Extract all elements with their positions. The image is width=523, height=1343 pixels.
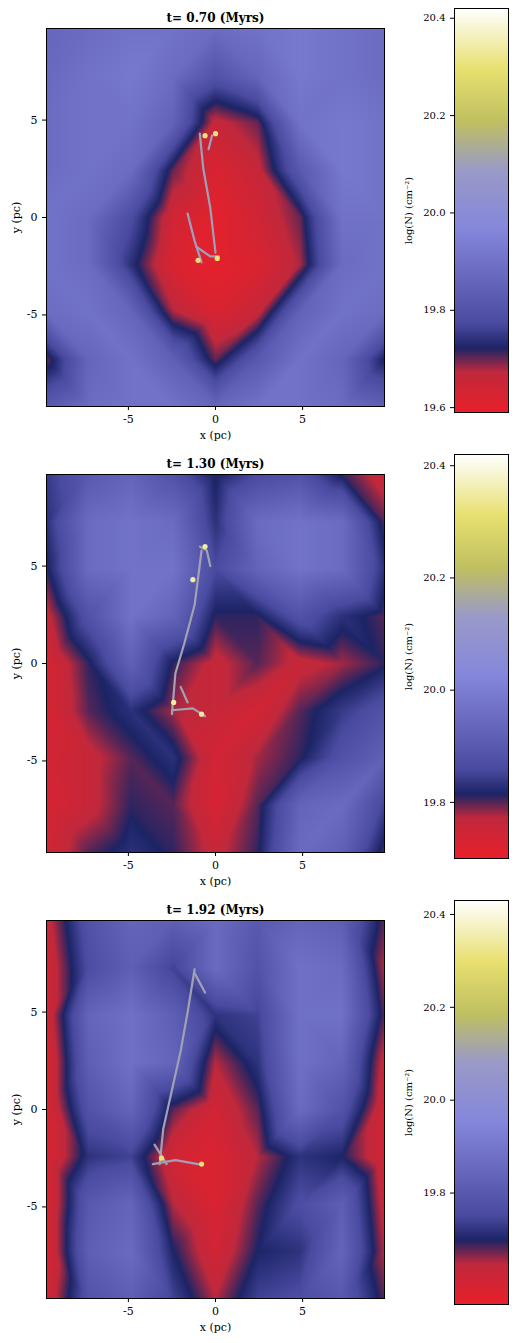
svg-text:5: 5 <box>31 114 38 127</box>
svg-text:20.2: 20.2 <box>423 1002 445 1013</box>
svg-text:x (pc): x (pc) <box>200 875 232 888</box>
svg-text:20.4: 20.4 <box>423 12 445 23</box>
svg-text:0: 0 <box>212 859 219 872</box>
svg-text:20.4: 20.4 <box>423 909 445 920</box>
svg-text:-5: -5 <box>123 413 134 426</box>
svg-text:y (pc): y (pc) <box>10 202 23 235</box>
svg-text:19.6: 19.6 <box>423 402 445 413</box>
svg-text:0: 0 <box>31 1103 38 1116</box>
svg-text:t= 0.70 (Myrs): t= 0.70 (Myrs) <box>167 11 265 25</box>
svg-text:x (pc): x (pc) <box>200 429 232 442</box>
svg-text:0: 0 <box>212 413 219 426</box>
svg-text:20.2: 20.2 <box>423 110 445 121</box>
svg-text:5: 5 <box>299 413 306 426</box>
svg-text:log(N) (cm⁻²): log(N) (cm⁻²) <box>403 177 414 245</box>
svg-text:5: 5 <box>299 859 306 872</box>
svg-text:5: 5 <box>299 1305 306 1318</box>
svg-text:-5: -5 <box>27 754 38 767</box>
svg-text:5: 5 <box>31 1006 38 1019</box>
svg-text:0: 0 <box>212 1305 219 1318</box>
svg-text:19.8: 19.8 <box>423 797 445 808</box>
svg-text:20.2: 20.2 <box>423 572 445 583</box>
svg-text:19.8: 19.8 <box>423 304 445 315</box>
svg-text:y (pc): y (pc) <box>10 1094 23 1127</box>
svg-text:20.0: 20.0 <box>423 684 445 695</box>
svg-text:log(N) (cm⁻²): log(N) (cm⁻²) <box>403 623 414 691</box>
svg-text:-5: -5 <box>27 308 38 321</box>
svg-text:20.0: 20.0 <box>423 207 445 218</box>
svg-text:20.4: 20.4 <box>423 460 445 471</box>
svg-text:x (pc): x (pc) <box>200 1321 232 1334</box>
svg-text:-5: -5 <box>123 1305 134 1318</box>
svg-text:t= 1.30 (Myrs): t= 1.30 (Myrs) <box>167 457 265 471</box>
svg-text:20.0: 20.0 <box>423 1094 445 1105</box>
svg-text:5: 5 <box>31 560 38 573</box>
svg-text:-5: -5 <box>123 859 134 872</box>
svg-text:y (pc): y (pc) <box>10 648 23 681</box>
svg-text:0: 0 <box>31 211 38 224</box>
svg-text:log(N) (cm⁻²): log(N) (cm⁻²) <box>403 1069 414 1137</box>
svg-text:0: 0 <box>31 657 38 670</box>
svg-text:t= 1.92 (Myrs): t= 1.92 (Myrs) <box>167 903 265 917</box>
svg-text:19.8: 19.8 <box>423 1187 445 1198</box>
svg-text:-5: -5 <box>27 1200 38 1213</box>
